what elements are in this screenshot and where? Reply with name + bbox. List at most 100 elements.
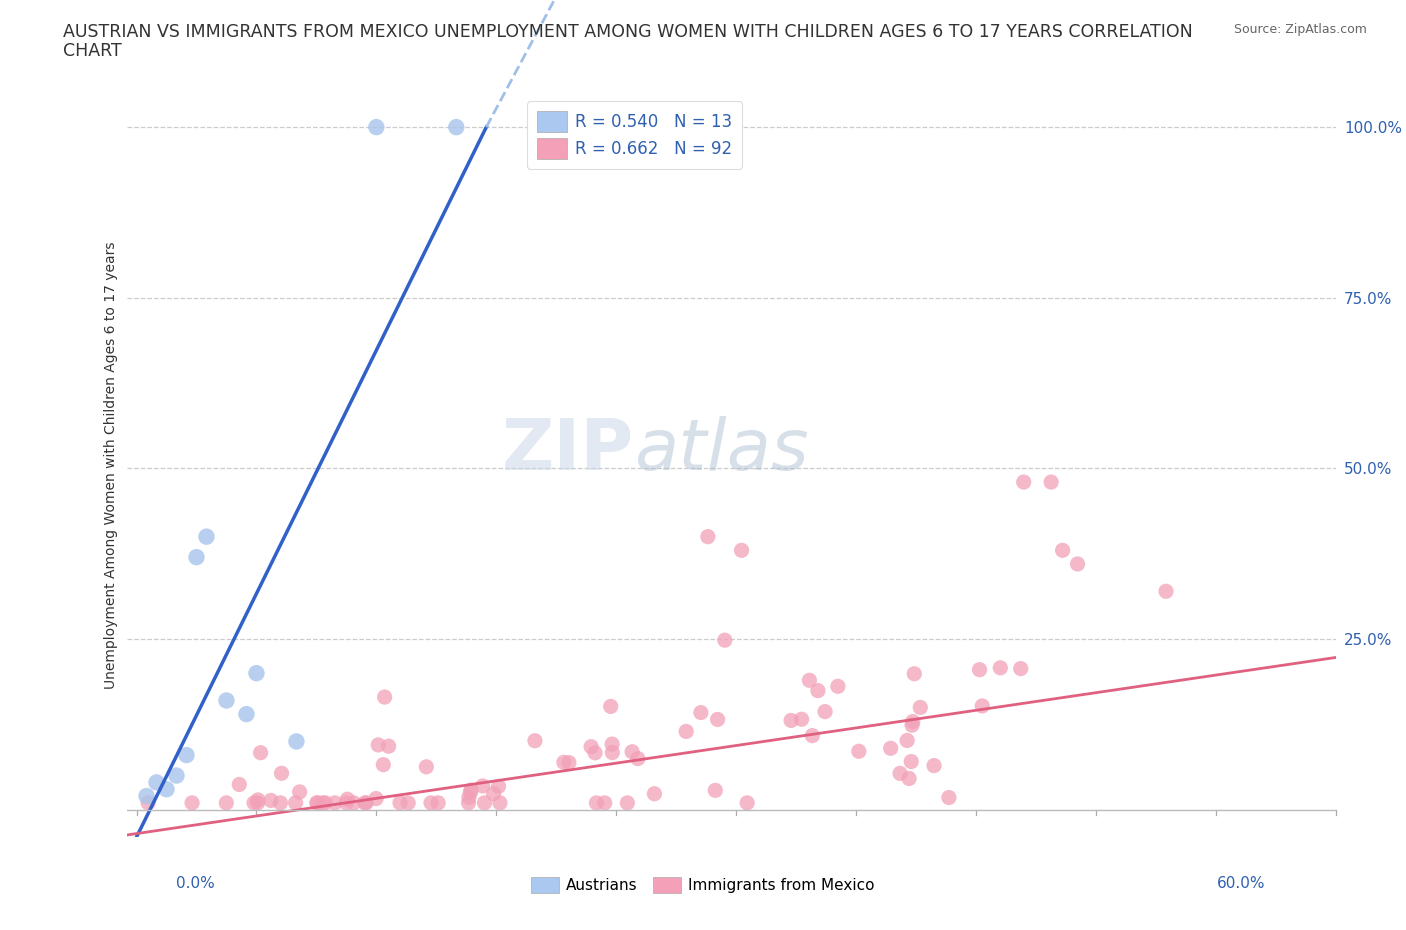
Point (446, 120, 468, 135)
Point (482, 786, 505, 801)
Point (323, 795, 346, 810)
Point (1066, 556, 1088, 571)
Text: CHART: CHART (63, 42, 122, 60)
Text: AUSTRIAN VS IMMIGRANTS FROM MEXICO UNEMPLOYMENT AMONG WOMEN WITH CHILDREN AGES 6: AUSTRIAN VS IMMIGRANTS FROM MEXICO UNEMP… (63, 23, 1194, 41)
Point (166, 768, 188, 783)
Point (215, 693, 238, 708)
Point (969, 662, 991, 677)
Point (354, 795, 377, 810)
Point (285, 734, 308, 749)
Point (585, 795, 607, 810)
Point (374, 690, 396, 705)
Point (415, 760, 437, 775)
Point (807, 684, 830, 698)
Point (354, 795, 377, 810)
Point (427, 795, 450, 810)
Point (195, 529, 218, 544)
Point (704, 783, 727, 798)
Point (181, 795, 204, 810)
Point (1154, 584, 1177, 599)
Point (579, 739, 602, 754)
Point (814, 704, 837, 719)
Point (910, 700, 932, 715)
Point (314, 795, 336, 810)
Point (307, 795, 329, 810)
Point (1010, 661, 1032, 676)
Legend: Austrians, Immigrants from Mexico: Austrians, Immigrants from Mexico (524, 870, 882, 899)
Point (616, 795, 638, 810)
Point (896, 733, 918, 748)
Point (714, 632, 737, 647)
Point (696, 529, 718, 544)
Point (583, 745, 606, 760)
Point (706, 712, 728, 727)
Point (457, 790, 479, 804)
Point (335, 795, 357, 810)
Point (901, 714, 924, 729)
Point (474, 795, 496, 810)
Point (288, 785, 311, 800)
Point (389, 795, 412, 810)
Point (600, 737, 623, 751)
Point (489, 795, 512, 810)
Point (1052, 543, 1074, 558)
Point (898, 771, 921, 786)
Point (972, 698, 994, 713)
Point (621, 744, 644, 759)
Point (155, 782, 177, 797)
Point (988, 660, 1011, 675)
Point (593, 795, 616, 810)
Point (801, 728, 824, 743)
Point (135, 789, 157, 804)
Point (889, 766, 911, 781)
Point (1012, 474, 1035, 489)
Point (377, 738, 399, 753)
Point (186, 550, 208, 565)
Point (246, 795, 269, 810)
Point (903, 666, 925, 681)
Point (235, 707, 257, 722)
Point (420, 795, 443, 810)
Point (599, 699, 621, 714)
Point (627, 751, 650, 766)
Point (735, 795, 758, 810)
Point (305, 795, 328, 810)
Point (215, 795, 238, 810)
Text: Source: ZipAtlas.com: Source: ZipAtlas.com (1233, 23, 1367, 36)
Point (900, 754, 922, 769)
Point (270, 765, 292, 780)
Point (558, 755, 581, 770)
Point (879, 741, 901, 756)
Point (827, 679, 849, 694)
Point (523, 733, 546, 748)
Point (176, 748, 198, 763)
Point (269, 795, 291, 810)
Point (343, 795, 366, 810)
Point (396, 795, 419, 810)
Text: atlas: atlas (634, 416, 808, 485)
Text: ZIP: ZIP (502, 416, 634, 485)
Point (675, 724, 697, 738)
Point (488, 779, 510, 794)
Point (790, 711, 813, 726)
Text: 60.0%: 60.0% (1218, 876, 1265, 891)
Point (366, 120, 388, 135)
Point (1040, 474, 1063, 489)
Point (364, 791, 387, 806)
Point (136, 795, 159, 810)
Point (901, 718, 924, 733)
Point (245, 666, 267, 681)
Point (460, 785, 482, 800)
Point (367, 737, 389, 752)
Point (228, 777, 250, 792)
Point (471, 778, 494, 793)
Point (243, 795, 266, 810)
Point (848, 744, 870, 759)
Point (249, 745, 271, 760)
Point (460, 783, 482, 798)
Legend: R = 0.540   N = 13, R = 0.662   N = 92: R = 0.540 N = 13, R = 0.662 N = 92 (527, 101, 742, 168)
Point (312, 795, 335, 810)
Point (602, 745, 624, 760)
Point (336, 791, 359, 806)
Point (799, 673, 821, 688)
